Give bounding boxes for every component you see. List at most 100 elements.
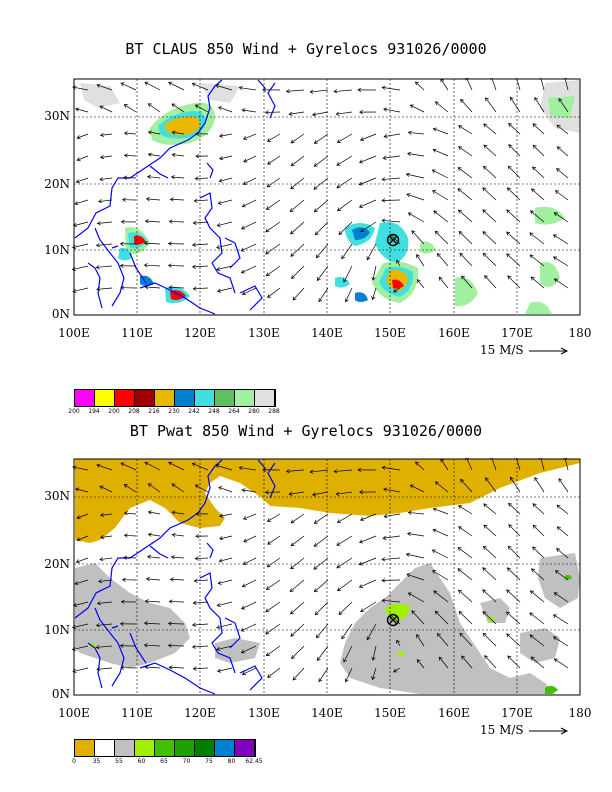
- wind-vector-head: [359, 137, 365, 142]
- wind-vector: [193, 221, 209, 224]
- vector-scale-label: 15 M/S: [480, 723, 524, 737]
- wind-vector-head: [266, 183, 271, 188]
- wind-vector: [360, 601, 377, 612]
- wind-vector: [267, 667, 281, 678]
- wind-vector: [458, 589, 473, 603]
- wind-vector: [76, 557, 89, 563]
- colorbar-swatch: [215, 390, 235, 406]
- wind-vector-head: [290, 610, 295, 615]
- wind-vector-head: [432, 570, 437, 574]
- wind-vector: [506, 253, 521, 267]
- wind-vector: [144, 622, 161, 625]
- wind-vector: [99, 177, 113, 180]
- lon-label: 130E: [248, 326, 280, 340]
- wind-vector: [507, 655, 521, 669]
- wind-vector: [194, 579, 209, 582]
- colorbar-label: 65: [160, 758, 168, 765]
- colorbar-swatch: [255, 390, 275, 406]
- wind-vector-head: [506, 231, 511, 236]
- wind-vector-head: [507, 275, 512, 280]
- wind-vector: [99, 105, 113, 113]
- panel1-colorbar-labels: 200 194 200 208 216 230 242 248 264 280 288: [66, 408, 296, 416]
- wind-vector-head: [316, 276, 321, 282]
- wind-vector-head: [359, 110, 363, 115]
- wind-vector-head: [216, 222, 221, 228]
- wind-vector: [458, 231, 473, 245]
- wind-vector: [508, 524, 521, 537]
- wind-vector-head: [194, 556, 199, 561]
- wind-vector-head: [407, 592, 412, 597]
- wind-vector: [457, 547, 473, 559]
- wind-vector-head: [407, 531, 412, 537]
- wind-vector: [144, 264, 161, 267]
- wind-vector: [76, 177, 89, 183]
- wind-vector-head: [266, 518, 271, 522]
- wind-vector-head: [436, 633, 441, 638]
- lon-label: 110E: [121, 706, 153, 720]
- colorbar-label: 35: [92, 758, 101, 765]
- wind-vector: [75, 488, 89, 493]
- wind-vector: [316, 623, 329, 638]
- wind-vector-head: [558, 478, 563, 483]
- wind-vector-head: [291, 275, 296, 280]
- wind-vector: [382, 557, 401, 560]
- wind-vector-head: [457, 568, 462, 573]
- wind-vector: [435, 611, 449, 625]
- wind-vector: [267, 557, 281, 568]
- wind-vector: [192, 645, 209, 648]
- wind-vector-head: [72, 288, 77, 293]
- wind-vector-head: [458, 526, 463, 531]
- wind-vector-head: [218, 486, 223, 491]
- colorbar-label: 216: [148, 408, 160, 415]
- wind-vector: [96, 287, 113, 290]
- wind-vector-head: [194, 176, 199, 181]
- wind-vector: [337, 199, 353, 211]
- wind-vector: [146, 578, 161, 581]
- vector-scale-arrow: [529, 347, 569, 354]
- wind-vector-head: [506, 567, 511, 572]
- wind-vector: [437, 633, 449, 647]
- wind-vector: [337, 133, 353, 143]
- wind-vector: [171, 483, 185, 493]
- wind-vector-head: [313, 208, 318, 213]
- wind-vector-head: [99, 177, 104, 182]
- wind-vector-head: [191, 644, 196, 649]
- wind-vector: [556, 124, 569, 135]
- wind-vector-head: [482, 545, 487, 550]
- wind-vector-head: [241, 671, 247, 676]
- wind-vector-head: [458, 230, 463, 235]
- wind-vector: [76, 155, 89, 161]
- wind-vector: [396, 639, 401, 647]
- wind-vector: [507, 187, 521, 201]
- wind-vector-head: [409, 484, 414, 489]
- wind-vector-head: [171, 152, 176, 157]
- wind-vector-head: [168, 285, 173, 290]
- wind-vector-head: [240, 247, 245, 252]
- wind-vector: [242, 579, 257, 587]
- wind-vector: [484, 655, 497, 669]
- wind-vector-head: [240, 605, 246, 610]
- wind-vector-head: [553, 278, 558, 283]
- wind-vector: [359, 177, 377, 185]
- wind-vector-head: [123, 153, 128, 158]
- panel2-title: BT Pwat 850 Wind + Gyrelocs 931026/0000: [129, 422, 483, 440]
- wind-vector-head: [241, 488, 246, 493]
- wind-vector: [290, 557, 305, 570]
- panel1-title: BT CLAUS 850 Wind + Gyrelocs 931026/0000: [125, 40, 487, 58]
- wind-vector-head: [95, 645, 100, 650]
- wind-vector-head: [123, 533, 128, 538]
- wind-vector: [393, 667, 401, 673]
- wind-vector: [289, 491, 305, 495]
- wind-vector-head: [532, 144, 537, 149]
- lon-label: 150E: [374, 326, 406, 340]
- wind-vector-head: [119, 263, 124, 268]
- wind-vector: [242, 287, 257, 295]
- wind-vector-head: [218, 106, 223, 111]
- lat-label: 0N: [51, 687, 70, 701]
- wind-vector: [145, 600, 161, 603]
- wind-vector-head: [344, 678, 349, 683]
- wind-vector-head: [123, 131, 128, 136]
- wind-vector: [72, 466, 89, 471]
- panel2-colorbar: [74, 739, 256, 757]
- wind-vector: [171, 103, 185, 113]
